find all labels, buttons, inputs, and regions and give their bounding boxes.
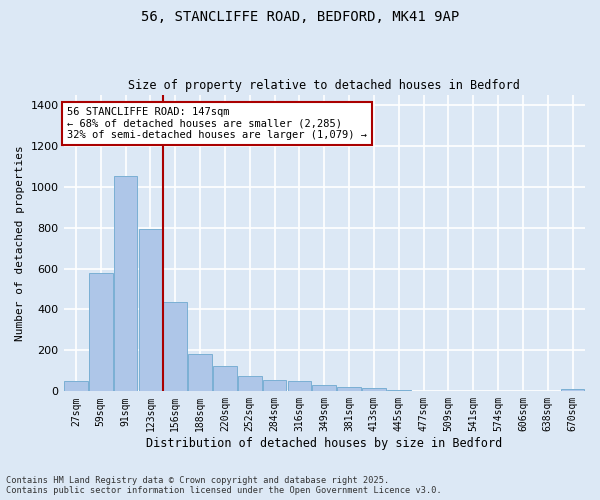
X-axis label: Distribution of detached houses by size in Bedford: Distribution of detached houses by size …	[146, 437, 502, 450]
Bar	[263, 380, 286, 392]
Bar	[64, 381, 88, 392]
Bar	[561, 390, 584, 392]
Bar	[362, 388, 386, 392]
Bar	[114, 176, 137, 392]
Bar	[89, 272, 113, 392]
Bar	[387, 390, 410, 392]
Title: Size of property relative to detached houses in Bedford: Size of property relative to detached ho…	[128, 79, 520, 92]
Bar	[139, 228, 162, 392]
Text: Contains HM Land Registry data © Crown copyright and database right 2025.
Contai: Contains HM Land Registry data © Crown c…	[6, 476, 442, 495]
Y-axis label: Number of detached properties: Number of detached properties	[15, 145, 25, 341]
Bar	[337, 387, 361, 392]
Text: 56 STANCLIFFE ROAD: 147sqm
← 68% of detached houses are smaller (2,285)
32% of s: 56 STANCLIFFE ROAD: 147sqm ← 68% of deta…	[67, 107, 367, 140]
Bar	[313, 385, 336, 392]
Text: 56, STANCLIFFE ROAD, BEDFORD, MK41 9AP: 56, STANCLIFFE ROAD, BEDFORD, MK41 9AP	[141, 10, 459, 24]
Bar	[412, 390, 436, 392]
Bar	[213, 366, 237, 392]
Bar	[188, 354, 212, 392]
Bar	[287, 381, 311, 392]
Bar	[163, 302, 187, 392]
Bar	[238, 376, 262, 392]
